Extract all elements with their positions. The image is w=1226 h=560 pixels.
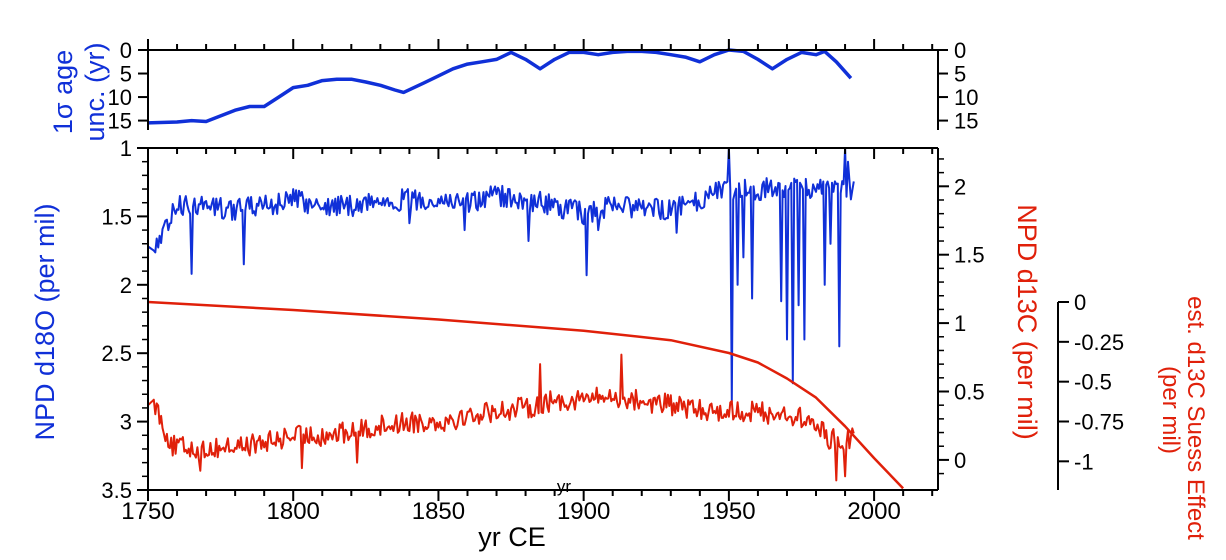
right-y-tick-label: 2 xyxy=(954,174,966,199)
main-panel: 1750 1800 1850 1900 1950 2000 1 1.5 2 2.5 3 3.5 0 0.5… xyxy=(30,136,1209,552)
suess-y-tick-label: -0.25 xyxy=(1074,330,1124,355)
top-series-line xyxy=(147,48,853,125)
left-y-tick-label: 1.5 xyxy=(101,204,132,229)
top-panel-series xyxy=(147,48,853,125)
right-y-tick-label: 0.5 xyxy=(954,380,985,405)
x-tick-label: 1800 xyxy=(267,498,320,525)
x-tick-label: 1850 xyxy=(412,498,465,525)
suess-effect-line xyxy=(147,300,905,490)
d13c-series-line xyxy=(147,353,855,482)
top-y-tick-label-right: 10 xyxy=(954,85,978,110)
top-y-tick-label-right: 5 xyxy=(954,62,966,87)
right-y-tick-label: 1.5 xyxy=(954,243,985,268)
x-axis-label: yr CE xyxy=(478,522,546,552)
d18o-series-line xyxy=(147,147,855,403)
x-tick-label: 1750 xyxy=(121,498,174,525)
top-y-tick-label: 10 xyxy=(108,85,132,110)
right-ylabel: NPD d13C (per mil) xyxy=(1012,204,1042,440)
top-y-tick-label-right: 0 xyxy=(954,38,966,63)
suess-y-tick-label: 0 xyxy=(1074,290,1086,315)
x-tick-label: 1900 xyxy=(557,498,610,525)
x-tick-label: 2000 xyxy=(847,498,900,525)
top-y-tick-label: 15 xyxy=(108,109,132,134)
suess-y-tick-label: -0.75 xyxy=(1074,409,1124,434)
top-ylabel-line2: unc. (yr) xyxy=(80,42,110,141)
suess-y-tick-label: -0.5 xyxy=(1074,370,1112,395)
right-y-tick-label: 1 xyxy=(954,311,966,336)
left-y-tick-label: 3 xyxy=(120,410,132,435)
left-y-tick-label: 3.5 xyxy=(101,478,132,503)
left-y-tick-label: 2.5 xyxy=(101,341,132,366)
left-ylabel: NPD d18O (per mil) xyxy=(30,203,60,440)
right-y-tick-label: 0 xyxy=(954,448,966,473)
main-panel-series xyxy=(147,147,905,490)
top-ylabel-line1: 1σ age xyxy=(48,50,78,134)
top-y-tick-label: 5 xyxy=(120,62,132,87)
suess-y-tick-label: -1 xyxy=(1074,449,1094,474)
suess-ylabel: est. d13C Suess Effect xyxy=(1182,296,1209,540)
left-y-tick-label: 2 xyxy=(120,273,132,298)
suess-ylabel-unit: (per mil) xyxy=(1157,366,1184,454)
top-y-tick-label-right: 15 xyxy=(954,109,978,134)
top-y-tick-label: 0 xyxy=(120,38,132,63)
x-axis-overlap-label: yr xyxy=(557,477,572,496)
x-tick-label: 1950 xyxy=(702,498,755,525)
main-panel-ticks: 1750 1800 1850 1900 1950 2000 1 1.5 2 2.5 3 3.5 0 0.5… xyxy=(101,136,1124,525)
left-y-tick-label: 1 xyxy=(120,136,132,161)
